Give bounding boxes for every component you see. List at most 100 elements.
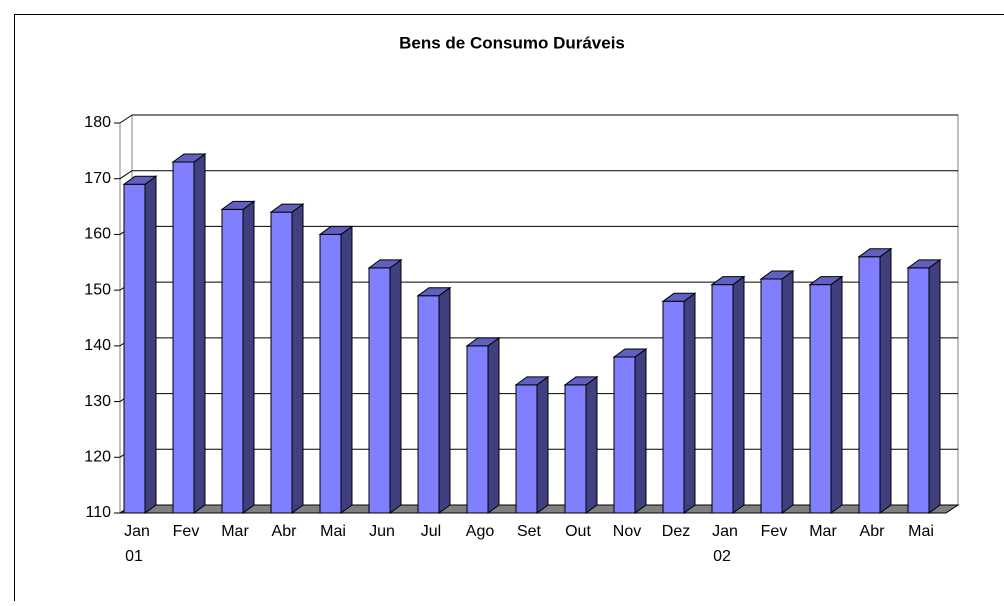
bar-top [171,153,207,163]
x-tick-label: Nov [613,523,641,540]
bar [661,292,697,514]
grid-line-side [119,170,133,180]
bar-side [585,375,598,514]
y-tick-label: 160 [84,226,111,243]
bar [171,153,207,514]
bar-front [907,267,930,514]
x-tick-label: Jan [124,523,150,540]
y-tick-label: 140 [84,337,111,354]
bar-side [193,153,206,514]
x-tick-label: Fev [761,523,788,540]
bar [514,375,550,514]
bar-front [221,208,244,514]
bar [367,258,403,514]
bar-front [368,267,391,514]
bar-side [732,275,745,514]
bar-front [809,284,832,514]
x-tick-label: Jun [369,523,395,540]
bar [318,225,354,514]
bar [416,286,452,514]
bar-top [563,376,599,386]
bar-side [830,275,843,514]
bar [808,275,844,514]
bar [122,175,158,514]
y-tick-label: 120 [84,449,111,466]
bar [269,203,305,514]
bar-front [466,345,489,514]
y-tick-label: 180 [84,114,111,131]
bar-front [319,233,342,514]
bar-front [858,256,881,514]
bar-front [662,300,685,514]
bar-side [340,225,353,514]
bar [612,348,648,514]
y-tick-label: 110 [85,504,111,521]
bar-side [144,175,157,514]
bar-top [367,259,403,269]
bar [563,375,599,514]
bar [759,270,795,514]
x-tick-label: Abr [860,523,886,540]
bar-side [634,348,647,514]
bar-side [683,292,696,514]
y-tick-label: 150 [84,281,111,298]
bar-front [417,295,440,514]
bar-side [536,375,549,514]
bar-side [291,203,304,514]
x-tick-label: Abr [272,523,298,540]
x-tick-sublabel: 02 [713,548,731,565]
y-tick-label: 130 [84,393,111,410]
bar [857,247,893,514]
bar-side [879,247,892,514]
bar-front [172,161,195,514]
bar-front [711,284,734,514]
chart-title: Bens de Consumo Duráveis [399,33,625,52]
bar-side [928,258,941,514]
x-tick-label: Mai [908,523,934,540]
bar-side [438,286,451,514]
x-tick-label: Jul [421,523,441,540]
x-tick-label: Mai [320,523,346,540]
x-tick-label: Mar [221,523,249,540]
bar-top [710,276,746,286]
x-tick-label: Set [517,523,542,540]
bar-top [269,203,305,213]
bar-top [416,287,452,297]
bar-top [220,200,256,210]
bar-front [564,384,587,514]
bar-top [661,292,697,302]
bar-front [515,384,538,514]
bar-top [759,270,795,280]
bar [220,200,256,514]
bar-top [906,259,942,269]
bar-side [389,258,402,514]
bar-side [781,270,794,514]
bar [465,336,501,514]
x-tick-label: Jan [712,523,738,540]
bar-side [242,200,255,514]
x-tick-label: Out [565,523,591,540]
grid-line-side [119,114,133,124]
bar-front [123,183,146,514]
bar [710,275,746,514]
x-tick-label: Dez [662,523,690,540]
bar-top [612,348,648,358]
bar-front [760,278,783,514]
bar-top [514,376,550,386]
bar-top [122,175,158,185]
bar-top [857,248,893,258]
bar-top [808,276,844,286]
x-tick-label: Ago [466,523,495,540]
y-tick-label: 170 [84,170,111,187]
bar-top [465,337,501,347]
bar-front [270,211,293,514]
bar-front [613,356,636,514]
x-tick-label: Mar [809,523,837,540]
x-tick-sublabel: 01 [125,548,143,565]
bar-side [487,336,500,514]
bar [906,258,942,514]
x-tick-label: Fev [173,523,200,540]
bar-top [318,225,354,235]
